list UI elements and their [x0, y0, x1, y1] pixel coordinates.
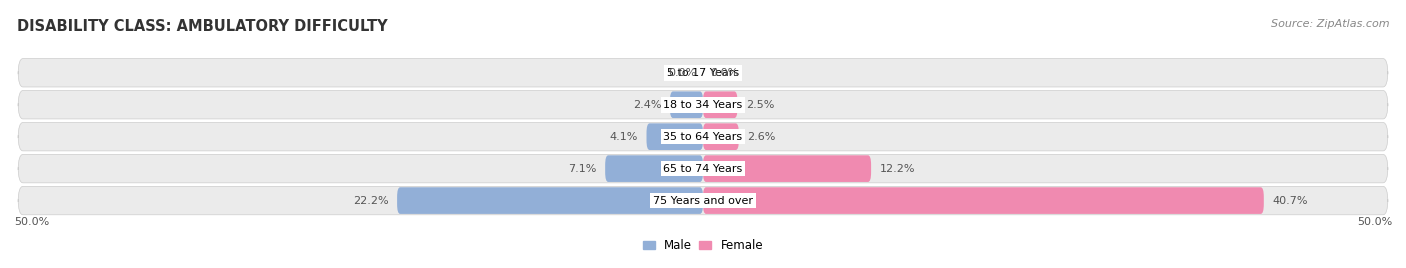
Text: 7.1%: 7.1% — [568, 164, 598, 174]
FancyBboxPatch shape — [703, 155, 872, 182]
Text: 4.1%: 4.1% — [610, 132, 638, 142]
FancyBboxPatch shape — [703, 123, 738, 150]
Text: 2.6%: 2.6% — [747, 132, 776, 142]
Text: 2.4%: 2.4% — [633, 100, 662, 110]
Text: Source: ZipAtlas.com: Source: ZipAtlas.com — [1271, 19, 1389, 29]
Text: 35 to 64 Years: 35 to 64 Years — [664, 132, 742, 142]
Text: 18 to 34 Years: 18 to 34 Years — [664, 100, 742, 110]
Legend: Male, Female: Male, Female — [638, 234, 768, 257]
Text: DISABILITY CLASS: AMBULATORY DIFFICULTY: DISABILITY CLASS: AMBULATORY DIFFICULTY — [17, 19, 388, 34]
FancyBboxPatch shape — [18, 91, 1388, 119]
Text: 65 to 74 Years: 65 to 74 Years — [664, 164, 742, 174]
FancyBboxPatch shape — [669, 91, 703, 118]
FancyBboxPatch shape — [703, 91, 738, 118]
Text: 50.0%: 50.0% — [1357, 217, 1392, 227]
Text: 40.7%: 40.7% — [1272, 196, 1308, 206]
FancyBboxPatch shape — [396, 187, 703, 214]
Text: 50.0%: 50.0% — [14, 217, 49, 227]
FancyBboxPatch shape — [18, 154, 1388, 183]
Text: 12.2%: 12.2% — [879, 164, 915, 174]
FancyBboxPatch shape — [647, 123, 703, 150]
FancyBboxPatch shape — [605, 155, 703, 182]
FancyBboxPatch shape — [703, 187, 1264, 214]
FancyBboxPatch shape — [18, 122, 1388, 151]
Text: 5 to 17 Years: 5 to 17 Years — [666, 68, 740, 78]
Text: 0.0%: 0.0% — [710, 68, 738, 78]
FancyBboxPatch shape — [18, 186, 1388, 215]
Text: 22.2%: 22.2% — [353, 196, 389, 206]
FancyBboxPatch shape — [18, 59, 1388, 87]
Text: 2.5%: 2.5% — [745, 100, 775, 110]
Text: 75 Years and over: 75 Years and over — [652, 196, 754, 206]
Text: 0.0%: 0.0% — [668, 68, 696, 78]
